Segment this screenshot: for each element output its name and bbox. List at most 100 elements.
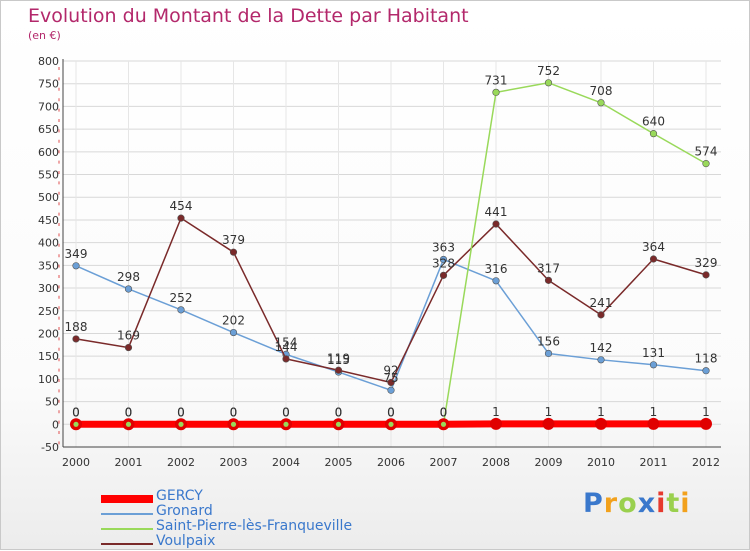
data-label: 131 <box>642 346 665 360</box>
data-point <box>703 160 710 167</box>
data-point <box>388 387 395 394</box>
data-label: 363 <box>432 240 455 254</box>
x-tick-label: 2007 <box>430 456 458 469</box>
data-point <box>493 221 500 228</box>
x-tick-label: 2002 <box>167 456 195 469</box>
y-tick-label: 200 <box>38 327 59 340</box>
data-point <box>178 215 185 222</box>
data-label: 156 <box>537 334 560 348</box>
data-label: 379 <box>222 233 245 247</box>
y-tick-label: 550 <box>38 169 59 182</box>
data-label: 364 <box>642 240 665 254</box>
y-tick-label: 350 <box>38 259 59 272</box>
data-point <box>73 263 80 270</box>
x-tick-label: 2001 <box>115 456 143 469</box>
data-label: 0 <box>72 405 80 419</box>
data-label: 1 <box>597 405 605 419</box>
data-label: 144 <box>275 340 298 354</box>
data-point <box>73 336 80 343</box>
data-label: 752 <box>537 64 560 78</box>
y-tick-label: -50 <box>41 441 59 454</box>
data-point <box>335 367 342 374</box>
y-tick-label: 600 <box>38 146 59 159</box>
y-tick-label: 150 <box>38 350 59 363</box>
data-label: 1 <box>545 405 553 419</box>
data-point <box>598 357 605 364</box>
y-tick-label: 650 <box>38 123 59 136</box>
logo-letter: i <box>656 488 666 519</box>
data-point <box>336 422 341 427</box>
data-label: 328 <box>432 256 455 270</box>
data-label: 1 <box>702 405 710 419</box>
logo-letter: t <box>666 488 680 519</box>
legend-label: Voulpaix <box>156 533 215 549</box>
data-point <box>125 286 132 293</box>
y-tick-label: 450 <box>38 214 59 227</box>
data-point <box>703 367 710 374</box>
data-point <box>545 350 552 357</box>
y-tick-label: 750 <box>38 78 59 91</box>
y-tick-label: 500 <box>38 191 59 204</box>
data-point <box>230 329 237 336</box>
data-label: 142 <box>590 341 613 355</box>
data-point <box>545 79 552 86</box>
data-label: 0 <box>282 405 290 419</box>
data-point <box>648 418 660 430</box>
data-point <box>490 418 502 430</box>
data-label: 188 <box>65 320 88 334</box>
data-label: 640 <box>642 115 665 129</box>
data-point <box>283 422 288 427</box>
data-point <box>700 418 712 430</box>
data-label: 731 <box>485 73 508 87</box>
data-label: 317 <box>537 261 560 275</box>
data-label: 169 <box>117 329 140 343</box>
data-label: 202 <box>222 314 245 328</box>
y-tick-label: 800 <box>38 55 59 68</box>
legend-swatch <box>101 495 153 503</box>
data-label: 0 <box>177 405 185 419</box>
data-point <box>440 272 447 279</box>
data-label: 329 <box>695 256 718 270</box>
data-point <box>125 344 132 351</box>
x-tick-label: 2005 <box>325 456 353 469</box>
proxiti-logo: Proxiti <box>583 488 691 519</box>
data-point <box>545 277 552 284</box>
y-tick-label: 50 <box>45 396 59 409</box>
data-point <box>703 272 710 279</box>
x-tick-label: 2008 <box>482 456 510 469</box>
data-label: 0 <box>125 405 133 419</box>
x-tick-label: 2009 <box>535 456 563 469</box>
logo-letter: i <box>680 488 690 519</box>
data-point <box>441 422 446 427</box>
data-label: 119 <box>327 351 350 365</box>
data-label: 574 <box>695 145 718 159</box>
x-tick-label: 2000 <box>62 456 90 469</box>
logo-letter: o <box>618 488 638 519</box>
data-label: 252 <box>170 291 193 305</box>
x-tick-label: 2006 <box>377 456 405 469</box>
logo-letter: r <box>604 488 618 519</box>
legend-label: GERCY <box>156 488 203 504</box>
data-point <box>231 422 236 427</box>
data-label: 0 <box>230 405 238 419</box>
logo-letter: x <box>638 488 656 519</box>
x-tick-label: 2012 <box>692 456 720 469</box>
x-tick-label: 2003 <box>220 456 248 469</box>
data-label: 441 <box>485 205 508 219</box>
data-point <box>388 422 393 427</box>
data-point <box>230 249 237 256</box>
x-tick-label: 2011 <box>640 456 668 469</box>
data-label: 1 <box>650 405 658 419</box>
y-tick-label: 0 <box>52 418 59 431</box>
legend-swatch <box>101 543 153 545</box>
data-label: 454 <box>170 199 193 213</box>
y-tick-label: 250 <box>38 305 59 318</box>
data-point <box>493 89 500 96</box>
data-label: 708 <box>590 84 613 98</box>
data-label: 349 <box>65 247 88 261</box>
data-point <box>598 99 605 106</box>
data-label: 92 <box>383 364 398 378</box>
data-point <box>178 422 183 427</box>
